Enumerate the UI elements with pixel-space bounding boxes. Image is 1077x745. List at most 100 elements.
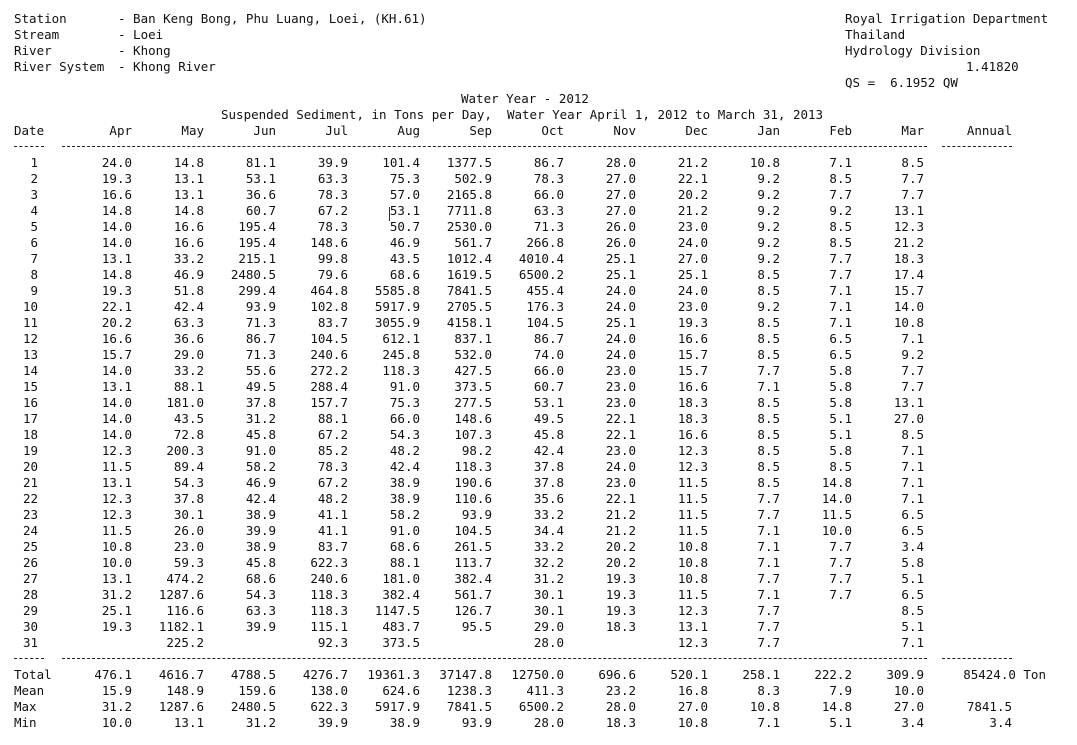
table-cell: 27.0: [677, 251, 708, 266]
table-cell: 75.3: [389, 171, 420, 186]
table-cell: 42.4: [533, 443, 564, 458]
table-cell: 483.7: [382, 619, 420, 634]
table-cell: 5917.9: [374, 299, 420, 314]
table-cell: 57.0: [389, 187, 420, 202]
table-cell: 99.8: [317, 251, 348, 266]
table-cell: 58.2: [389, 507, 420, 522]
table-cell: 7.7: [901, 363, 924, 378]
table-cell: 118.3: [382, 363, 420, 378]
table-cell: 20.2: [677, 187, 708, 202]
column-header-annual: Annual: [966, 123, 1012, 138]
river-system-value: - Khong River: [118, 59, 216, 74]
table-cell: 24.0: [101, 155, 132, 170]
header-divider: [62, 146, 927, 147]
table-cell: 7.7: [901, 187, 924, 202]
table-cell: 15.7: [677, 347, 708, 362]
row-date: 1: [30, 155, 38, 170]
table-cell: 24.0: [677, 283, 708, 298]
table-cell: 83.7: [317, 539, 348, 554]
summary-cell: 28.0: [533, 715, 564, 730]
table-cell: 86.7: [533, 331, 564, 346]
column-header-feb: Feb: [829, 123, 852, 138]
table-cell: 1619.5: [446, 267, 492, 282]
table-cell: 7.7: [757, 571, 780, 586]
table-cell: 23.0: [605, 395, 636, 410]
table-cell: 91.0: [389, 523, 420, 538]
column-header-may: May: [181, 123, 204, 138]
summary-label-mean: Mean: [14, 683, 45, 698]
row-date: 4: [30, 203, 38, 218]
table-cell: 5.8: [829, 379, 852, 394]
table-cell: 54.3: [389, 427, 420, 442]
table-cell: 20.2: [605, 555, 636, 570]
table-cell: 11.5: [821, 507, 852, 522]
row-date: 20: [22, 459, 38, 474]
summary-cell: 15.9: [101, 683, 132, 698]
table-cell: 75.3: [389, 395, 420, 410]
table-cell: 14.0: [893, 299, 924, 314]
table-cell: 1287.6: [158, 587, 204, 602]
table-cell: 30.1: [173, 507, 204, 522]
table-cell: 4010.4: [518, 251, 564, 266]
table-cell: 245.8: [382, 347, 420, 362]
table-cell: 25.1: [101, 603, 132, 618]
table-cell: 148.6: [454, 411, 492, 426]
table-cell: 148.6: [310, 235, 348, 250]
river-system-label: River System: [14, 59, 105, 74]
table-cell: 12.3: [677, 459, 708, 474]
row-date: 10: [22, 299, 38, 314]
row-date: 23: [22, 507, 38, 522]
table-cell: 83.7: [317, 315, 348, 330]
table-cell: 382.4: [454, 571, 492, 586]
table-cell: 215.1: [238, 251, 276, 266]
table-cell: 10.8: [677, 555, 708, 570]
table-cell: 10.8: [749, 155, 780, 170]
table-cell: 8.5: [757, 411, 780, 426]
summary-cell: 23.2: [605, 683, 636, 698]
table-cell: 104.5: [526, 315, 564, 330]
row-date: 13: [22, 347, 38, 362]
table-cell: 502.9: [454, 171, 492, 186]
table-cell: 74.0: [533, 347, 564, 362]
table-cell: 24.0: [605, 459, 636, 474]
row-date: 31: [22, 635, 38, 650]
summary-cell: 27.0: [893, 699, 924, 714]
annual-divider-bottom: [942, 658, 1012, 659]
summary-cell: 5.1: [829, 715, 852, 730]
table-cell: 6500.2: [518, 267, 564, 282]
table-cell: 9.2: [829, 203, 852, 218]
summary-cell: 14.8: [821, 699, 852, 714]
table-cell: 95.5: [461, 619, 492, 634]
table-cell: 23.0: [677, 219, 708, 234]
summary-cell: 7.1: [757, 715, 780, 730]
table-cell: 4158.1: [446, 315, 492, 330]
table-cell: 8.5: [757, 475, 780, 490]
summary-cell: 138.0: [310, 683, 348, 698]
table-cell: 46.9: [245, 475, 276, 490]
table-cell: 15.7: [893, 283, 924, 298]
table-cell: 32.2: [533, 555, 564, 570]
row-date: 25: [22, 539, 38, 554]
table-cell: 41.1: [317, 523, 348, 538]
table-cell: 11.5: [101, 459, 132, 474]
summary-cell: 7.9: [829, 683, 852, 698]
table-cell: 12.3: [893, 219, 924, 234]
table-cell: 38.9: [389, 475, 420, 490]
table-cell: 21.2: [605, 523, 636, 538]
table-cell: 60.7: [245, 203, 276, 218]
column-header-jan: Jan: [757, 123, 780, 138]
table-cell: 7.1: [757, 379, 780, 394]
table-cell: 10.0: [821, 523, 852, 538]
table-cell: 26.0: [605, 235, 636, 250]
table-cell: 8.5: [901, 155, 924, 170]
column-header-dec: Dec: [685, 123, 708, 138]
summary-cell: 6500.2: [518, 699, 564, 714]
row-date: 2: [30, 171, 38, 186]
river-value: - Khong: [118, 43, 171, 58]
summary-cell: 28.0: [605, 699, 636, 714]
river-label: River: [14, 43, 52, 58]
table-cell: 29.0: [173, 347, 204, 362]
summary-cell: 622.3: [310, 699, 348, 714]
table-cell: 14.0: [101, 235, 132, 250]
table-cell: 7.7: [829, 587, 852, 602]
